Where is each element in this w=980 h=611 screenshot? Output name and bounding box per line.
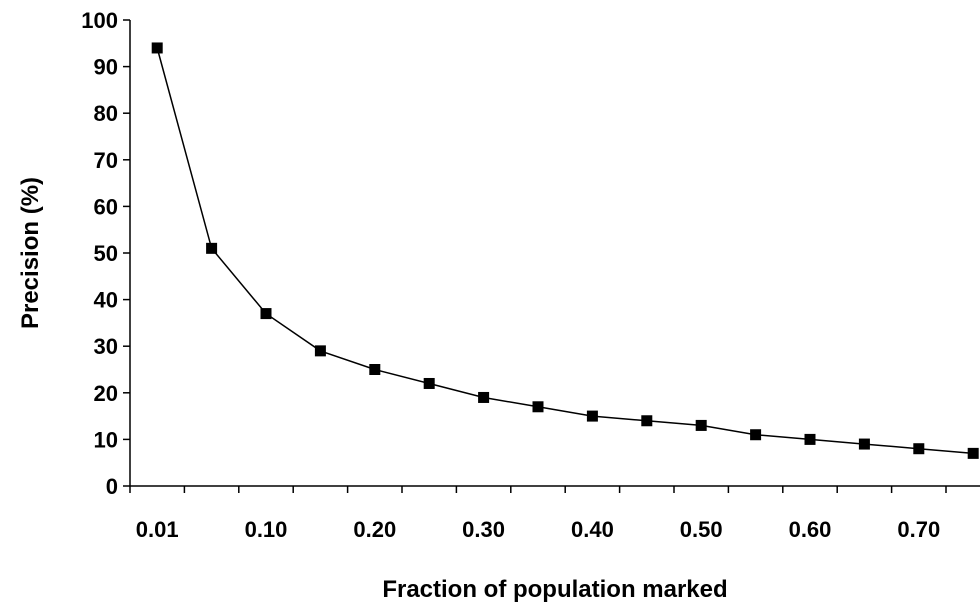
y-tick-label: 70 [94,148,118,173]
data-point-marker [913,443,925,455]
y-tick-label: 20 [94,381,118,406]
x-tick-label: 0.40 [571,517,614,542]
y-tick-label: 0 [106,474,118,499]
y-tick-label: 80 [94,101,118,126]
data-point-marker [641,415,653,427]
data-point-marker [314,345,326,357]
y-tick-label: 90 [94,55,118,80]
data-point-marker [478,391,490,403]
x-tick-label: 0.20 [353,517,396,542]
data-point-marker [586,410,598,422]
data-point-marker [206,242,218,254]
axes [129,20,980,487]
y-tick-label: 10 [94,427,118,452]
data-point-marker [151,42,163,54]
y-tick-label: 40 [94,288,118,313]
y-tick-label: 50 [94,241,118,266]
data-point-marker [967,447,979,459]
y-tick-label: 30 [94,334,118,359]
data-point-marker [858,438,870,450]
y-axis-title: Precision (%) [17,177,44,329]
x-tick-label: 0.10 [245,517,288,542]
x-axis-title: Fraction of population marked [382,576,727,603]
x-tick-label: 0.70 [897,517,940,542]
x-tick-label: 0.50 [680,517,723,542]
data-point-marker [260,308,272,320]
x-tick-label: 0.30 [462,517,505,542]
series-line [156,47,974,455]
x-ticks: 0.01 0.10 0.20 0.30 0.40 0.50 0.60 0.70 [129,486,947,542]
x-tick-label: 0.01 [136,517,179,542]
data-point-marker [750,429,762,441]
y-ticks: 0 10 20 30 40 50 60 70 80 90 100 [81,8,130,499]
y-tick-label: 100 [81,8,118,33]
data-point-marker [369,364,381,375]
data-point-marker [804,433,816,445]
y-tick-label: 60 [94,194,118,219]
data-point-marker [695,419,707,431]
data-point-marker [532,401,544,413]
x-tick-label: 0.60 [789,517,832,542]
data-point-marker [423,377,435,389]
series-group [151,42,979,459]
